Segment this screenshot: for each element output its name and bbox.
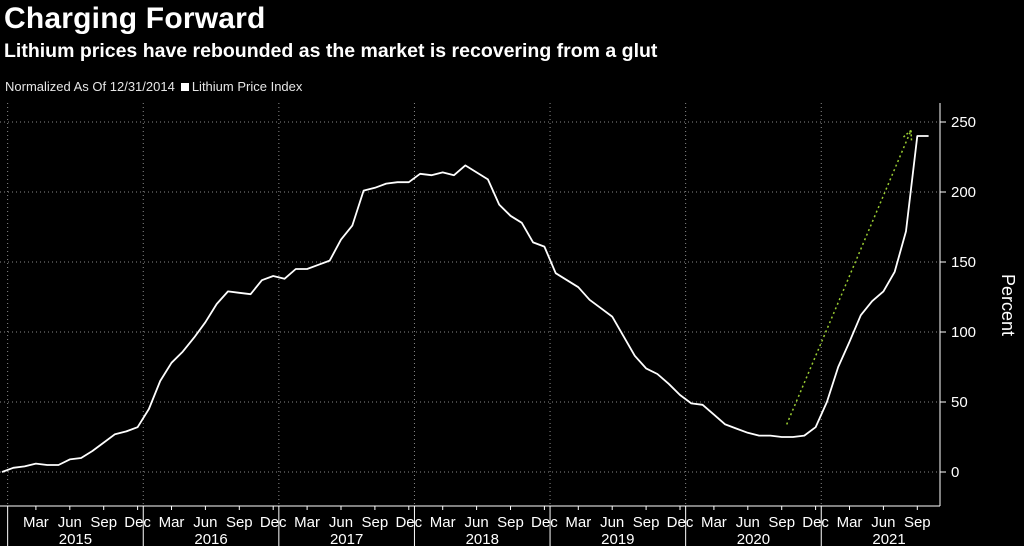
- grid-lines: [0, 103, 940, 506]
- year-label: 2019: [601, 531, 634, 546]
- series-lines: [1, 135, 929, 473]
- x-tick-label: Jun: [329, 514, 353, 531]
- x-tick-label: Mar: [23, 514, 49, 531]
- y-tick-label: 150: [951, 254, 976, 271]
- legend-swatch: [180, 82, 189, 91]
- x-tick-label: Dec: [124, 514, 151, 531]
- x-tick-label: Jun: [58, 514, 82, 531]
- y-tick-label: 250: [951, 114, 976, 131]
- chart-subtitle: Lithium prices have rebounded as the mar…: [4, 40, 658, 62]
- year-label: 2018: [466, 531, 499, 546]
- chart-title: Charging Forward: [4, 2, 266, 35]
- x-tick-label: Sep: [768, 514, 795, 531]
- legend-label: Lithium Price Index: [191, 79, 303, 94]
- x-tick-label: Sep: [497, 514, 524, 531]
- x-tick-label: Dec: [260, 514, 287, 531]
- x-tick-label: Sep: [90, 514, 117, 531]
- y-tick-label: 200: [951, 184, 976, 201]
- y-axis: 0 50 100 150 200 250: [0, 103, 976, 507]
- legend: Normalized As Of 12/31/2014 Lithium Pric…: [5, 79, 302, 94]
- x-tick-label: Mar: [701, 514, 727, 531]
- x-tick-label: Jun: [736, 514, 760, 531]
- x-tick-label: Jun: [871, 514, 895, 531]
- year-label: 2017: [330, 531, 363, 546]
- year-label: 2015: [59, 531, 92, 546]
- x-tick-label: Dec: [395, 514, 422, 531]
- x-tick-label: Jun: [465, 514, 489, 531]
- x-tick-label: Jun: [600, 514, 624, 531]
- series-line-lithium-price-index: [1, 135, 929, 473]
- x-tick-label: Dec: [667, 514, 694, 531]
- arrow-shaft: [786, 130, 912, 425]
- y-tick-label: 100: [951, 324, 976, 341]
- x-tick-label: Jun: [193, 514, 217, 531]
- y-tick-label: 50: [951, 394, 968, 411]
- x-tick-label: Mar: [430, 514, 456, 531]
- x-tick-label: Sep: [904, 514, 931, 531]
- trend-arrow: [786, 129, 913, 425]
- x-axis: Mar Jun Sep Dec Mar Jun Sep Dec Mar Jun Sep Dec Mar J…: [7, 506, 931, 546]
- year-label: 2021: [872, 531, 905, 546]
- x-tick-label: Mar: [565, 514, 591, 531]
- x-tick-label: Sep: [226, 514, 253, 531]
- x-tick-label: Sep: [633, 514, 660, 531]
- x-tick-label: Dec: [802, 514, 829, 531]
- y-axis-label: Percent: [998, 274, 1018, 336]
- year-label: 2016: [194, 531, 227, 546]
- x-tick-label: Dec: [531, 514, 558, 531]
- x-tick-label: Sep: [362, 514, 389, 531]
- year-label: 2020: [737, 531, 770, 546]
- y-tick-label: 0: [951, 464, 959, 481]
- arrow-head: [902, 129, 912, 138]
- normalization-note: Normalized As Of 12/31/2014: [5, 79, 175, 94]
- x-tick-label: Mar: [159, 514, 185, 531]
- x-tick-label: Mar: [294, 514, 320, 531]
- x-tick-label: Mar: [837, 514, 863, 531]
